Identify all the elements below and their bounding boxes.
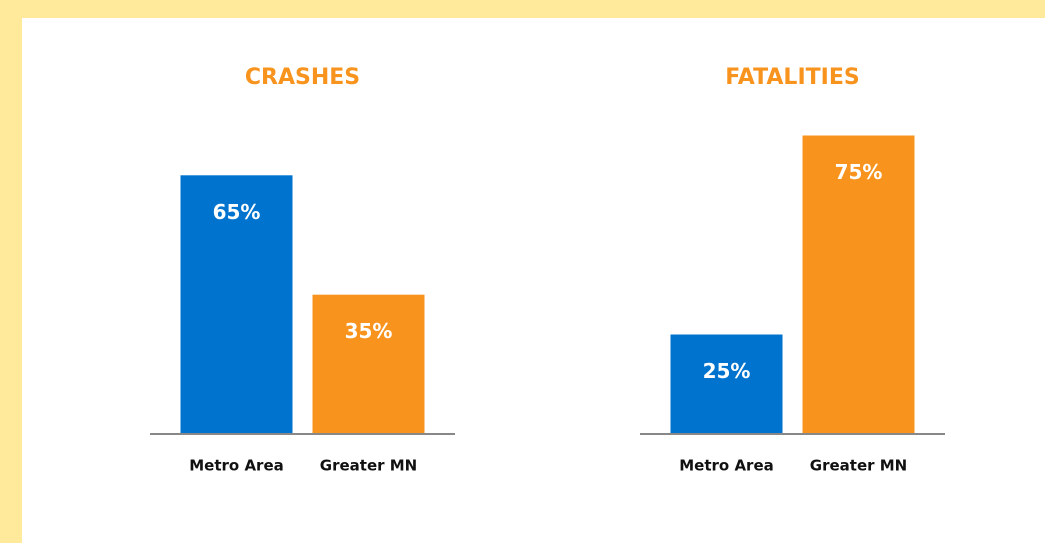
category-label: Greater MN (320, 457, 417, 475)
bar (180, 175, 293, 435)
chart-title: FATALITIES (725, 65, 859, 90)
bar (312, 294, 425, 434)
category-label: Metro Area (679, 457, 774, 475)
chart-title: CRASHES (245, 65, 360, 90)
category-label: Greater MN (810, 457, 907, 475)
bar (802, 135, 915, 434)
value-label: 75% (835, 160, 883, 184)
value-label: 35% (345, 319, 393, 343)
left-border (0, 0, 22, 543)
category-label: Metro Area (189, 457, 284, 475)
bar (670, 334, 783, 434)
value-label: 25% (703, 359, 751, 383)
top-border (0, 0, 1045, 18)
value-label: 65% (213, 200, 261, 224)
